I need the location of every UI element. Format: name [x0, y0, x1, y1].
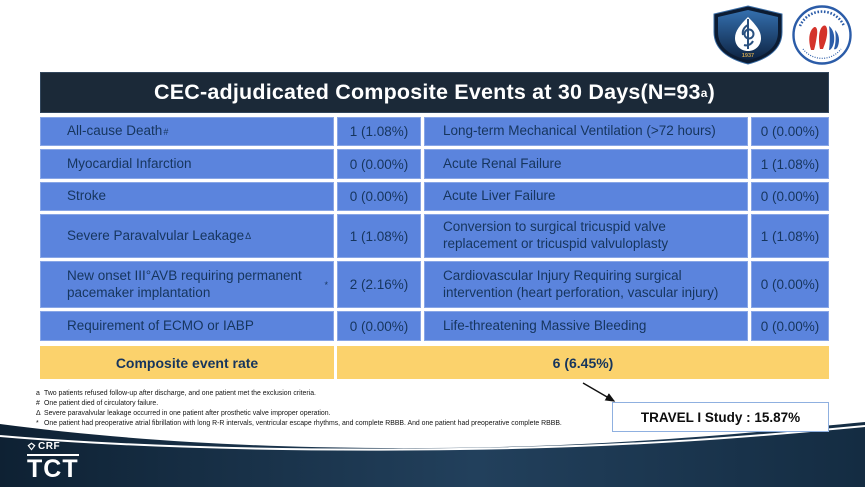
- tct-label: TCT: [27, 455, 79, 483]
- table-row-value: 0 (0.00%): [337, 149, 421, 179]
- footnote: # One patient died of circulatory failure…: [36, 400, 159, 407]
- hospital-shield-logo-icon: 1937: [713, 5, 783, 65]
- crf-logo-icon: [27, 442, 36, 451]
- table-row-label: All-cause Death #: [40, 117, 334, 146]
- table-row-label: Acute Renal Failure: [424, 149, 748, 179]
- svg-text:1937: 1937: [742, 53, 754, 59]
- table-row-label: Requirement of ECMO or IABP: [40, 311, 334, 341]
- table-row-label: Acute Liver Failure: [424, 182, 748, 211]
- table-row-label: Life-threatening Massive Bleeding: [424, 311, 748, 341]
- events-table: All-cause Death # 1 (1.08%) Long-term Mec…: [40, 117, 829, 341]
- travel-study-callout: TRAVEL I Study : 15.87%: [612, 402, 829, 432]
- composite-rate-value: 6 (6.45%): [337, 346, 829, 379]
- table-row-label: Conversion to surgical tricuspid valve r…: [424, 214, 748, 258]
- table-row-value: 0 (0.00%): [337, 311, 421, 341]
- slide-title-close: ): [707, 80, 715, 104]
- table-row-value: 0 (0.00%): [751, 117, 829, 146]
- table-row-value: 1 (1.08%): [337, 117, 421, 146]
- composite-event-rate-row: Composite event rate 6 (6.45%): [40, 346, 829, 379]
- table-row-value: 1 (1.08%): [337, 214, 421, 258]
- crf-logo-row: CRF: [27, 441, 79, 452]
- table-row-label: New onset III°AVB requiring permanent pa…: [40, 261, 334, 308]
- table-row-label: Myocardial Infarction: [40, 149, 334, 179]
- table-row-label: Severe Paravalvular Leakage Δ: [40, 214, 334, 258]
- footnote: * One patient had preoperative atrial fib…: [36, 420, 562, 427]
- table-row-value: 0 (0.00%): [751, 261, 829, 308]
- table-row-value: 0 (0.00%): [751, 311, 829, 341]
- table-row-label: Long-term Mechanical Ventilation (>72 ho…: [424, 117, 748, 146]
- table-row-value: 0 (0.00%): [337, 182, 421, 211]
- footnotes: a Two patients refused follow-up after di…: [36, 389, 636, 429]
- table-row-label: Stroke: [40, 182, 334, 211]
- crf-divider: [27, 454, 79, 456]
- slide-title-text: CEC-adjudicated Composite Events at 30 D…: [154, 80, 701, 104]
- table-row-value: 2 (2.16%): [337, 261, 421, 308]
- table-row-label: Cardiovascular Injury Requiring surgical…: [424, 261, 748, 308]
- slide-title: CEC-adjudicated Composite Events at 30 D…: [40, 72, 829, 113]
- table-row-value: 1 (1.08%): [751, 214, 829, 258]
- tct-branding: CRF TCT: [27, 441, 79, 482]
- footnote: Δ Severe paravalvular leakage occurred in…: [36, 410, 331, 417]
- research-center-round-logo-icon: [792, 5, 852, 65]
- logo-group: 1937: [711, 4, 855, 66]
- footnote: a Two patients refused follow-up after di…: [36, 390, 316, 397]
- bottom-wave-decoration: [0, 422, 865, 487]
- composite-rate-label: Composite event rate: [40, 346, 334, 379]
- travel-study-callout-text: TRAVEL I Study : 15.87%: [640, 409, 801, 425]
- crf-label: CRF: [38, 441, 61, 452]
- table-row-value: 0 (0.00%): [751, 182, 829, 211]
- table-row-value: 1 (1.08%): [751, 149, 829, 179]
